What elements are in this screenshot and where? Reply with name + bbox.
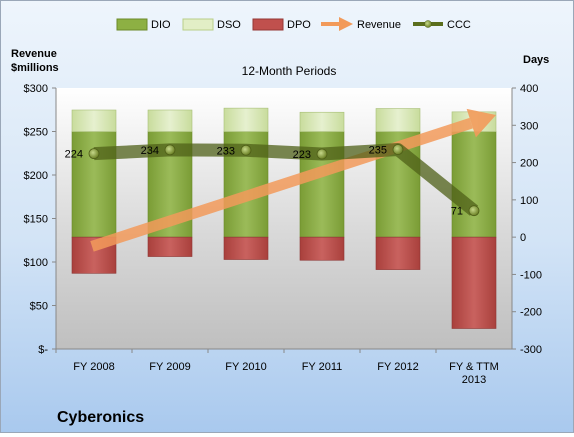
axes: $300 $250 $200 $150 $100 $50 $- 400 300 200 100 0 -1… bbox=[24, 83, 543, 386]
legend-label-ccc: CCC bbox=[447, 19, 471, 31]
legend-item-dso: DSO bbox=[182, 18, 241, 31]
x-tick-label: FY 2010 bbox=[225, 361, 266, 373]
right-tick-label: 0 bbox=[520, 232, 526, 244]
left-axis-title-line1: Revenue bbox=[11, 48, 57, 60]
bar-dso bbox=[147, 109, 193, 132]
bar-dpo bbox=[451, 236, 497, 329]
ccc-line bbox=[93, 143, 479, 216]
legend-label-revenue: Revenue bbox=[357, 19, 401, 31]
bar-dpo bbox=[299, 236, 345, 261]
ccc-data-label: 224 bbox=[65, 149, 83, 161]
legend-item-ccc: CCC bbox=[413, 19, 471, 31]
right-axis-title: Days bbox=[523, 54, 549, 66]
x-tick-label: FY & TTM bbox=[449, 361, 499, 373]
right-tick-label: 400 bbox=[520, 83, 538, 95]
ccc-data-label: 234 bbox=[141, 145, 159, 157]
bar-dpo bbox=[375, 236, 421, 270]
x-tick-label: FY 2009 bbox=[149, 361, 190, 373]
legend-item-dpo: DPO bbox=[252, 18, 311, 31]
chart-title: 12-Month Periods bbox=[242, 64, 337, 78]
ccc-point bbox=[392, 144, 404, 155]
ccc-data-label: 71 bbox=[451, 206, 463, 218]
ccc-point bbox=[316, 148, 328, 160]
company-name: Cyberonics bbox=[57, 409, 144, 426]
right-tick-label: -100 bbox=[520, 269, 542, 281]
legend-label-dpo: DPO bbox=[287, 19, 311, 31]
bar-dso bbox=[223, 107, 269, 132]
right-tick-label: -300 bbox=[520, 344, 542, 356]
ccc-data-label: 223 bbox=[293, 149, 311, 161]
bar-dso bbox=[375, 108, 421, 132]
x-tick-label: FY 2011 bbox=[302, 361, 343, 373]
left-axis-title-line2: $millions bbox=[11, 62, 59, 74]
left-tick-label: $150 bbox=[24, 214, 48, 226]
bar-dio bbox=[451, 131, 497, 238]
legend-item-dio: DIO bbox=[116, 18, 171, 31]
left-tick-label: $200 bbox=[24, 170, 48, 182]
right-tick-label: -200 bbox=[520, 307, 542, 319]
x-tick-label: 2013 bbox=[462, 374, 486, 386]
bar-dpo bbox=[223, 236, 269, 260]
ccc-point bbox=[88, 148, 100, 160]
legend-item-revenue: Revenue bbox=[321, 17, 401, 31]
bars bbox=[71, 107, 497, 329]
right-tick-label: 200 bbox=[520, 158, 538, 170]
x-tick-label: FY 2008 bbox=[73, 361, 114, 373]
left-tick-label: $300 bbox=[24, 83, 48, 95]
left-tick-label: $100 bbox=[24, 257, 48, 269]
left-tick-label: $50 bbox=[30, 301, 48, 313]
revenue-line bbox=[90, 117, 473, 252]
left-tick-label: $- bbox=[38, 344, 48, 356]
ccc-data-label: 235 bbox=[369, 145, 387, 157]
legend: DIO DSO DPO Revenue CCC bbox=[116, 17, 471, 31]
bar-dso bbox=[71, 109, 117, 132]
ccc-point bbox=[468, 205, 480, 217]
ccc-point bbox=[164, 144, 176, 156]
ccc-point bbox=[240, 144, 252, 156]
bar-dpo bbox=[147, 236, 193, 257]
ccc-series: 224 234 233 223 235 71 bbox=[65, 143, 480, 218]
right-tick-label: 300 bbox=[520, 120, 538, 132]
ccc-data-label: 233 bbox=[217, 145, 235, 157]
legend-label-dio: DIO bbox=[151, 19, 171, 31]
left-tick-label: $250 bbox=[24, 127, 48, 139]
revenue-arrowhead bbox=[466, 108, 496, 138]
bar-dso bbox=[299, 111, 345, 132]
revenue-series bbox=[90, 108, 496, 252]
legend-label-dso: DSO bbox=[217, 19, 241, 31]
right-tick-label: 100 bbox=[520, 195, 538, 207]
x-tick-label: FY 2012 bbox=[377, 361, 418, 373]
